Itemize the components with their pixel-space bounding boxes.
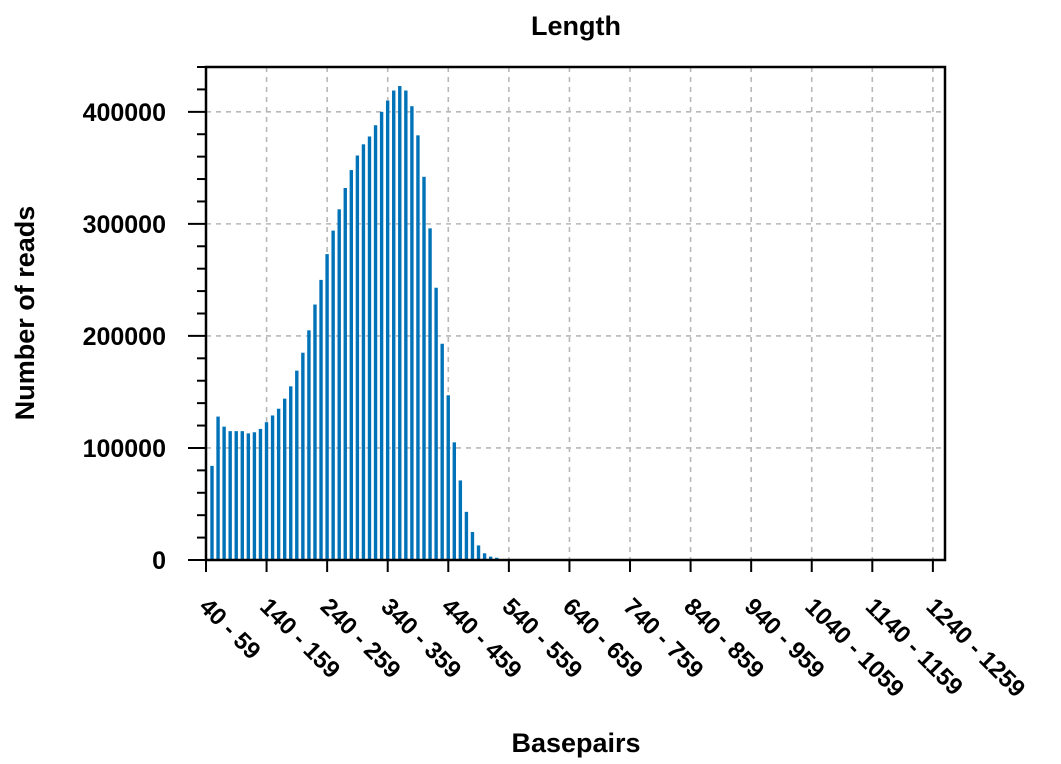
bar-32 (404, 90, 408, 561)
y-axis-title: Number of reads (10, 206, 40, 421)
bar-23 (349, 170, 354, 560)
bar-8 (258, 428, 263, 560)
grid-lines (206, 67, 945, 560)
bar-21 (337, 209, 341, 560)
bars (210, 86, 511, 561)
bar-12 (282, 398, 287, 560)
bar-44 (476, 545, 481, 560)
plot-frame (204, 65, 947, 562)
bar-30 (392, 90, 396, 561)
bar-19 (325, 254, 329, 560)
bar-25 (361, 144, 366, 560)
bar-14 (295, 370, 299, 560)
bar-29 (385, 100, 390, 560)
bar-13 (289, 386, 293, 560)
bar-27 (373, 125, 378, 560)
bar-10 (270, 415, 275, 560)
bar-36 (428, 228, 432, 560)
bar-37 (434, 287, 438, 560)
bar-31 (398, 86, 402, 560)
bar-17 (313, 304, 317, 560)
y-tick-label-4: 400000 (83, 99, 166, 127)
y-tick-label-3: 300000 (83, 211, 166, 239)
bar-33 (410, 106, 414, 560)
bar-35 (422, 176, 426, 560)
bar-34 (416, 135, 420, 561)
bar-9 (264, 422, 269, 560)
bar-28 (379, 111, 384, 561)
bar-20 (331, 230, 335, 560)
bar-11 (276, 408, 281, 560)
x-axis-title: Basepairs (511, 728, 640, 758)
bar-5 (240, 431, 244, 560)
y-tick-label-0: 0 (152, 547, 166, 575)
bar-6 (246, 433, 251, 560)
x-tick-label-0: 40 - 59 (194, 593, 266, 665)
y-tick-label-1: 100000 (83, 435, 166, 463)
bar-46 (488, 556, 493, 560)
bar-4 (234, 431, 238, 560)
bar-39 (446, 395, 450, 560)
y-tick-label-2: 200000 (83, 323, 166, 351)
chart-title: Length (531, 11, 621, 41)
bar-42 (464, 511, 469, 560)
bar-26 (367, 136, 372, 560)
bar-22 (343, 188, 347, 560)
axis-ticks (188, 66, 934, 572)
bar-3 (228, 431, 232, 560)
bar-18 (319, 279, 323, 560)
bar-15 (301, 352, 305, 560)
bar-1 (216, 416, 220, 560)
bar-43 (470, 531, 475, 560)
bar-16 (307, 330, 311, 560)
bar-24 (355, 155, 360, 560)
bar-45 (482, 553, 487, 560)
bar-2 (222, 426, 226, 560)
bar-41 (458, 480, 463, 560)
bar-7 (252, 432, 257, 560)
bar-40 (452, 442, 456, 560)
y-tick-labels: 0 100000 200000 300000 400000 (83, 99, 166, 575)
bar-0 (210, 465, 214, 560)
bar-38 (440, 343, 444, 560)
